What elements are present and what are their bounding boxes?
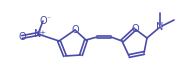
Text: +: + bbox=[39, 30, 45, 36]
Text: ⁻: ⁻ bbox=[46, 15, 50, 23]
Text: O: O bbox=[131, 24, 139, 34]
Text: O: O bbox=[71, 25, 79, 35]
Text: N: N bbox=[34, 29, 42, 39]
Text: O: O bbox=[39, 16, 47, 26]
Text: O: O bbox=[18, 32, 26, 42]
Text: N: N bbox=[156, 22, 164, 32]
